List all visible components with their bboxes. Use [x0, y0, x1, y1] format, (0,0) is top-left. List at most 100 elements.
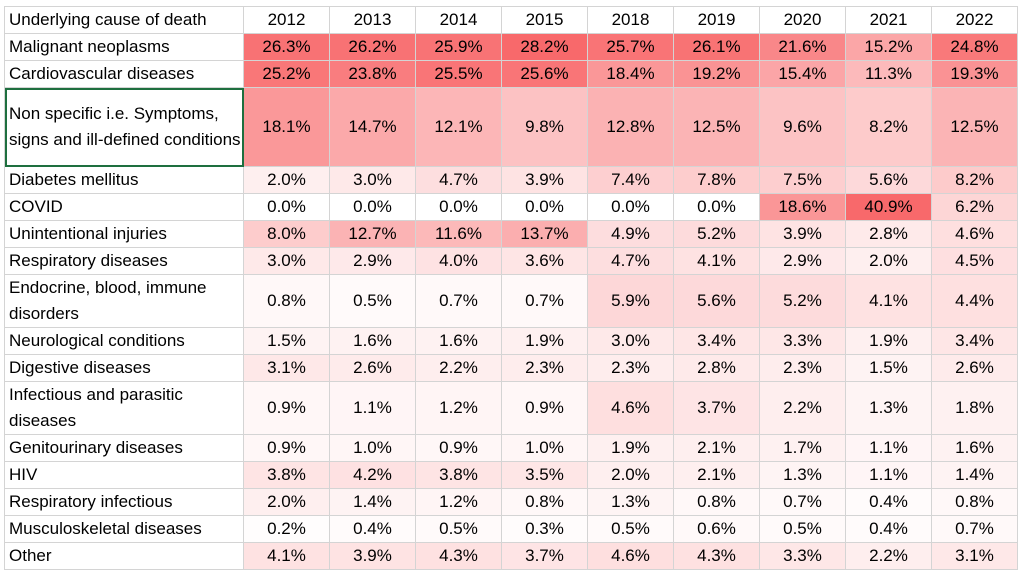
value-cell[interactable]: 3.1%	[243, 354, 330, 382]
value-cell[interactable]: 4.6%	[931, 220, 1018, 248]
value-cell[interactable]: 3.3%	[759, 542, 846, 570]
value-cell[interactable]: 0.9%	[243, 381, 330, 435]
value-cell[interactable]: 2.2%	[415, 354, 502, 382]
value-cell[interactable]: 1.1%	[845, 434, 932, 462]
value-cell[interactable]: 2.9%	[329, 247, 416, 275]
year-header[interactable]: 2019	[673, 6, 760, 34]
cause-cell[interactable]: Malignant neoplasms	[4, 33, 244, 61]
value-cell[interactable]: 13.7%	[501, 220, 588, 248]
value-cell[interactable]: 25.9%	[415, 33, 502, 61]
value-cell[interactable]: 7.4%	[587, 166, 674, 194]
value-cell[interactable]: 19.3%	[931, 60, 1018, 88]
value-cell[interactable]: 26.3%	[243, 33, 330, 61]
value-cell[interactable]: 1.1%	[329, 381, 416, 435]
value-cell[interactable]: 3.3%	[759, 327, 846, 355]
value-cell[interactable]: 0.4%	[845, 488, 932, 516]
value-cell[interactable]: 7.8%	[673, 166, 760, 194]
value-cell[interactable]: 1.4%	[329, 488, 416, 516]
value-cell[interactable]: 2.1%	[673, 461, 760, 489]
value-cell[interactable]: 40.9%	[845, 193, 932, 221]
value-cell[interactable]: 21.6%	[759, 33, 846, 61]
value-cell[interactable]: 3.9%	[501, 166, 588, 194]
value-cell[interactable]: 0.9%	[501, 381, 588, 435]
value-cell[interactable]: 26.1%	[673, 33, 760, 61]
cause-cell[interactable]: Other	[4, 542, 244, 570]
value-cell[interactable]: 2.0%	[845, 247, 932, 275]
value-cell[interactable]: 4.9%	[587, 220, 674, 248]
value-cell[interactable]: 3.4%	[931, 327, 1018, 355]
value-cell[interactable]: 26.2%	[329, 33, 416, 61]
value-cell[interactable]: 0.4%	[329, 515, 416, 543]
value-cell[interactable]: 0.0%	[243, 193, 330, 221]
value-cell[interactable]: 0.0%	[673, 193, 760, 221]
value-cell[interactable]: 15.2%	[845, 33, 932, 61]
value-cell[interactable]: 2.6%	[329, 354, 416, 382]
value-cell[interactable]: 0.0%	[501, 193, 588, 221]
value-cell[interactable]: 0.0%	[329, 193, 416, 221]
cause-cell[interactable]: Respiratory infectious	[4, 488, 244, 516]
value-cell[interactable]: 8.0%	[243, 220, 330, 248]
value-cell[interactable]: 2.2%	[845, 542, 932, 570]
cause-cell[interactable]: Endocrine, blood, immune disorders	[4, 274, 244, 328]
value-cell[interactable]: 0.0%	[587, 193, 674, 221]
value-cell[interactable]: 1.9%	[501, 327, 588, 355]
value-cell[interactable]: 18.4%	[587, 60, 674, 88]
value-cell[interactable]: 1.3%	[759, 461, 846, 489]
value-cell[interactable]: 4.7%	[587, 247, 674, 275]
cause-cell[interactable]: Musculoskeletal diseases	[4, 515, 244, 543]
value-cell[interactable]: 3.9%	[329, 542, 416, 570]
value-cell[interactable]: 0.7%	[759, 488, 846, 516]
value-cell[interactable]: 3.5%	[501, 461, 588, 489]
value-cell[interactable]: 1.5%	[845, 354, 932, 382]
value-cell[interactable]: 0.8%	[243, 274, 330, 328]
cause-cell[interactable]: Diabetes mellitus	[4, 166, 244, 194]
value-cell[interactable]: 28.2%	[501, 33, 588, 61]
value-cell[interactable]: 4.1%	[673, 247, 760, 275]
value-cell[interactable]: 0.7%	[415, 274, 502, 328]
value-cell[interactable]: 25.6%	[501, 60, 588, 88]
value-cell[interactable]: 0.7%	[931, 515, 1018, 543]
cause-cell[interactable]: Non specific i.e. Symptoms, signs and il…	[4, 87, 244, 167]
value-cell[interactable]: 0.5%	[759, 515, 846, 543]
value-cell[interactable]: 1.0%	[329, 434, 416, 462]
value-cell[interactable]: 0.5%	[587, 515, 674, 543]
value-cell[interactable]: 8.2%	[845, 87, 932, 167]
value-cell[interactable]: 3.1%	[931, 542, 1018, 570]
value-cell[interactable]: 1.9%	[845, 327, 932, 355]
value-cell[interactable]: 1.5%	[243, 327, 330, 355]
value-cell[interactable]: 4.5%	[931, 247, 1018, 275]
value-cell[interactable]: 5.6%	[845, 166, 932, 194]
value-cell[interactable]: 0.0%	[415, 193, 502, 221]
value-cell[interactable]: 4.0%	[415, 247, 502, 275]
value-cell[interactable]: 2.3%	[587, 354, 674, 382]
value-cell[interactable]: 5.2%	[759, 274, 846, 328]
value-cell[interactable]: 0.7%	[501, 274, 588, 328]
value-cell[interactable]: 25.7%	[587, 33, 674, 61]
value-cell[interactable]: 18.1%	[243, 87, 330, 167]
value-cell[interactable]: 8.2%	[931, 166, 1018, 194]
cause-cell[interactable]: Respiratory diseases	[4, 247, 244, 275]
value-cell[interactable]: 1.1%	[845, 461, 932, 489]
cause-cell[interactable]: Unintentional injuries	[4, 220, 244, 248]
value-cell[interactable]: 0.5%	[329, 274, 416, 328]
year-header[interactable]: 2013	[329, 6, 416, 34]
cause-cell[interactable]: Infectious and parasitic diseases	[4, 381, 244, 435]
value-cell[interactable]: 3.0%	[587, 327, 674, 355]
value-cell[interactable]: 0.8%	[931, 488, 1018, 516]
year-header[interactable]: 2012	[243, 6, 330, 34]
value-cell[interactable]: 12.5%	[673, 87, 760, 167]
value-cell[interactable]: 2.6%	[931, 354, 1018, 382]
value-cell[interactable]: 0.8%	[673, 488, 760, 516]
value-cell[interactable]: 23.8%	[329, 60, 416, 88]
value-cell[interactable]: 1.8%	[931, 381, 1018, 435]
value-cell[interactable]: 4.2%	[329, 461, 416, 489]
value-cell[interactable]: 1.6%	[415, 327, 502, 355]
value-cell[interactable]: 24.8%	[931, 33, 1018, 61]
year-header[interactable]: 2014	[415, 6, 502, 34]
value-cell[interactable]: 3.7%	[673, 381, 760, 435]
year-header[interactable]: 2015	[501, 6, 588, 34]
value-cell[interactable]: 1.2%	[415, 488, 502, 516]
value-cell[interactable]: 1.0%	[501, 434, 588, 462]
value-cell[interactable]: 1.6%	[931, 434, 1018, 462]
value-cell[interactable]: 5.2%	[673, 220, 760, 248]
